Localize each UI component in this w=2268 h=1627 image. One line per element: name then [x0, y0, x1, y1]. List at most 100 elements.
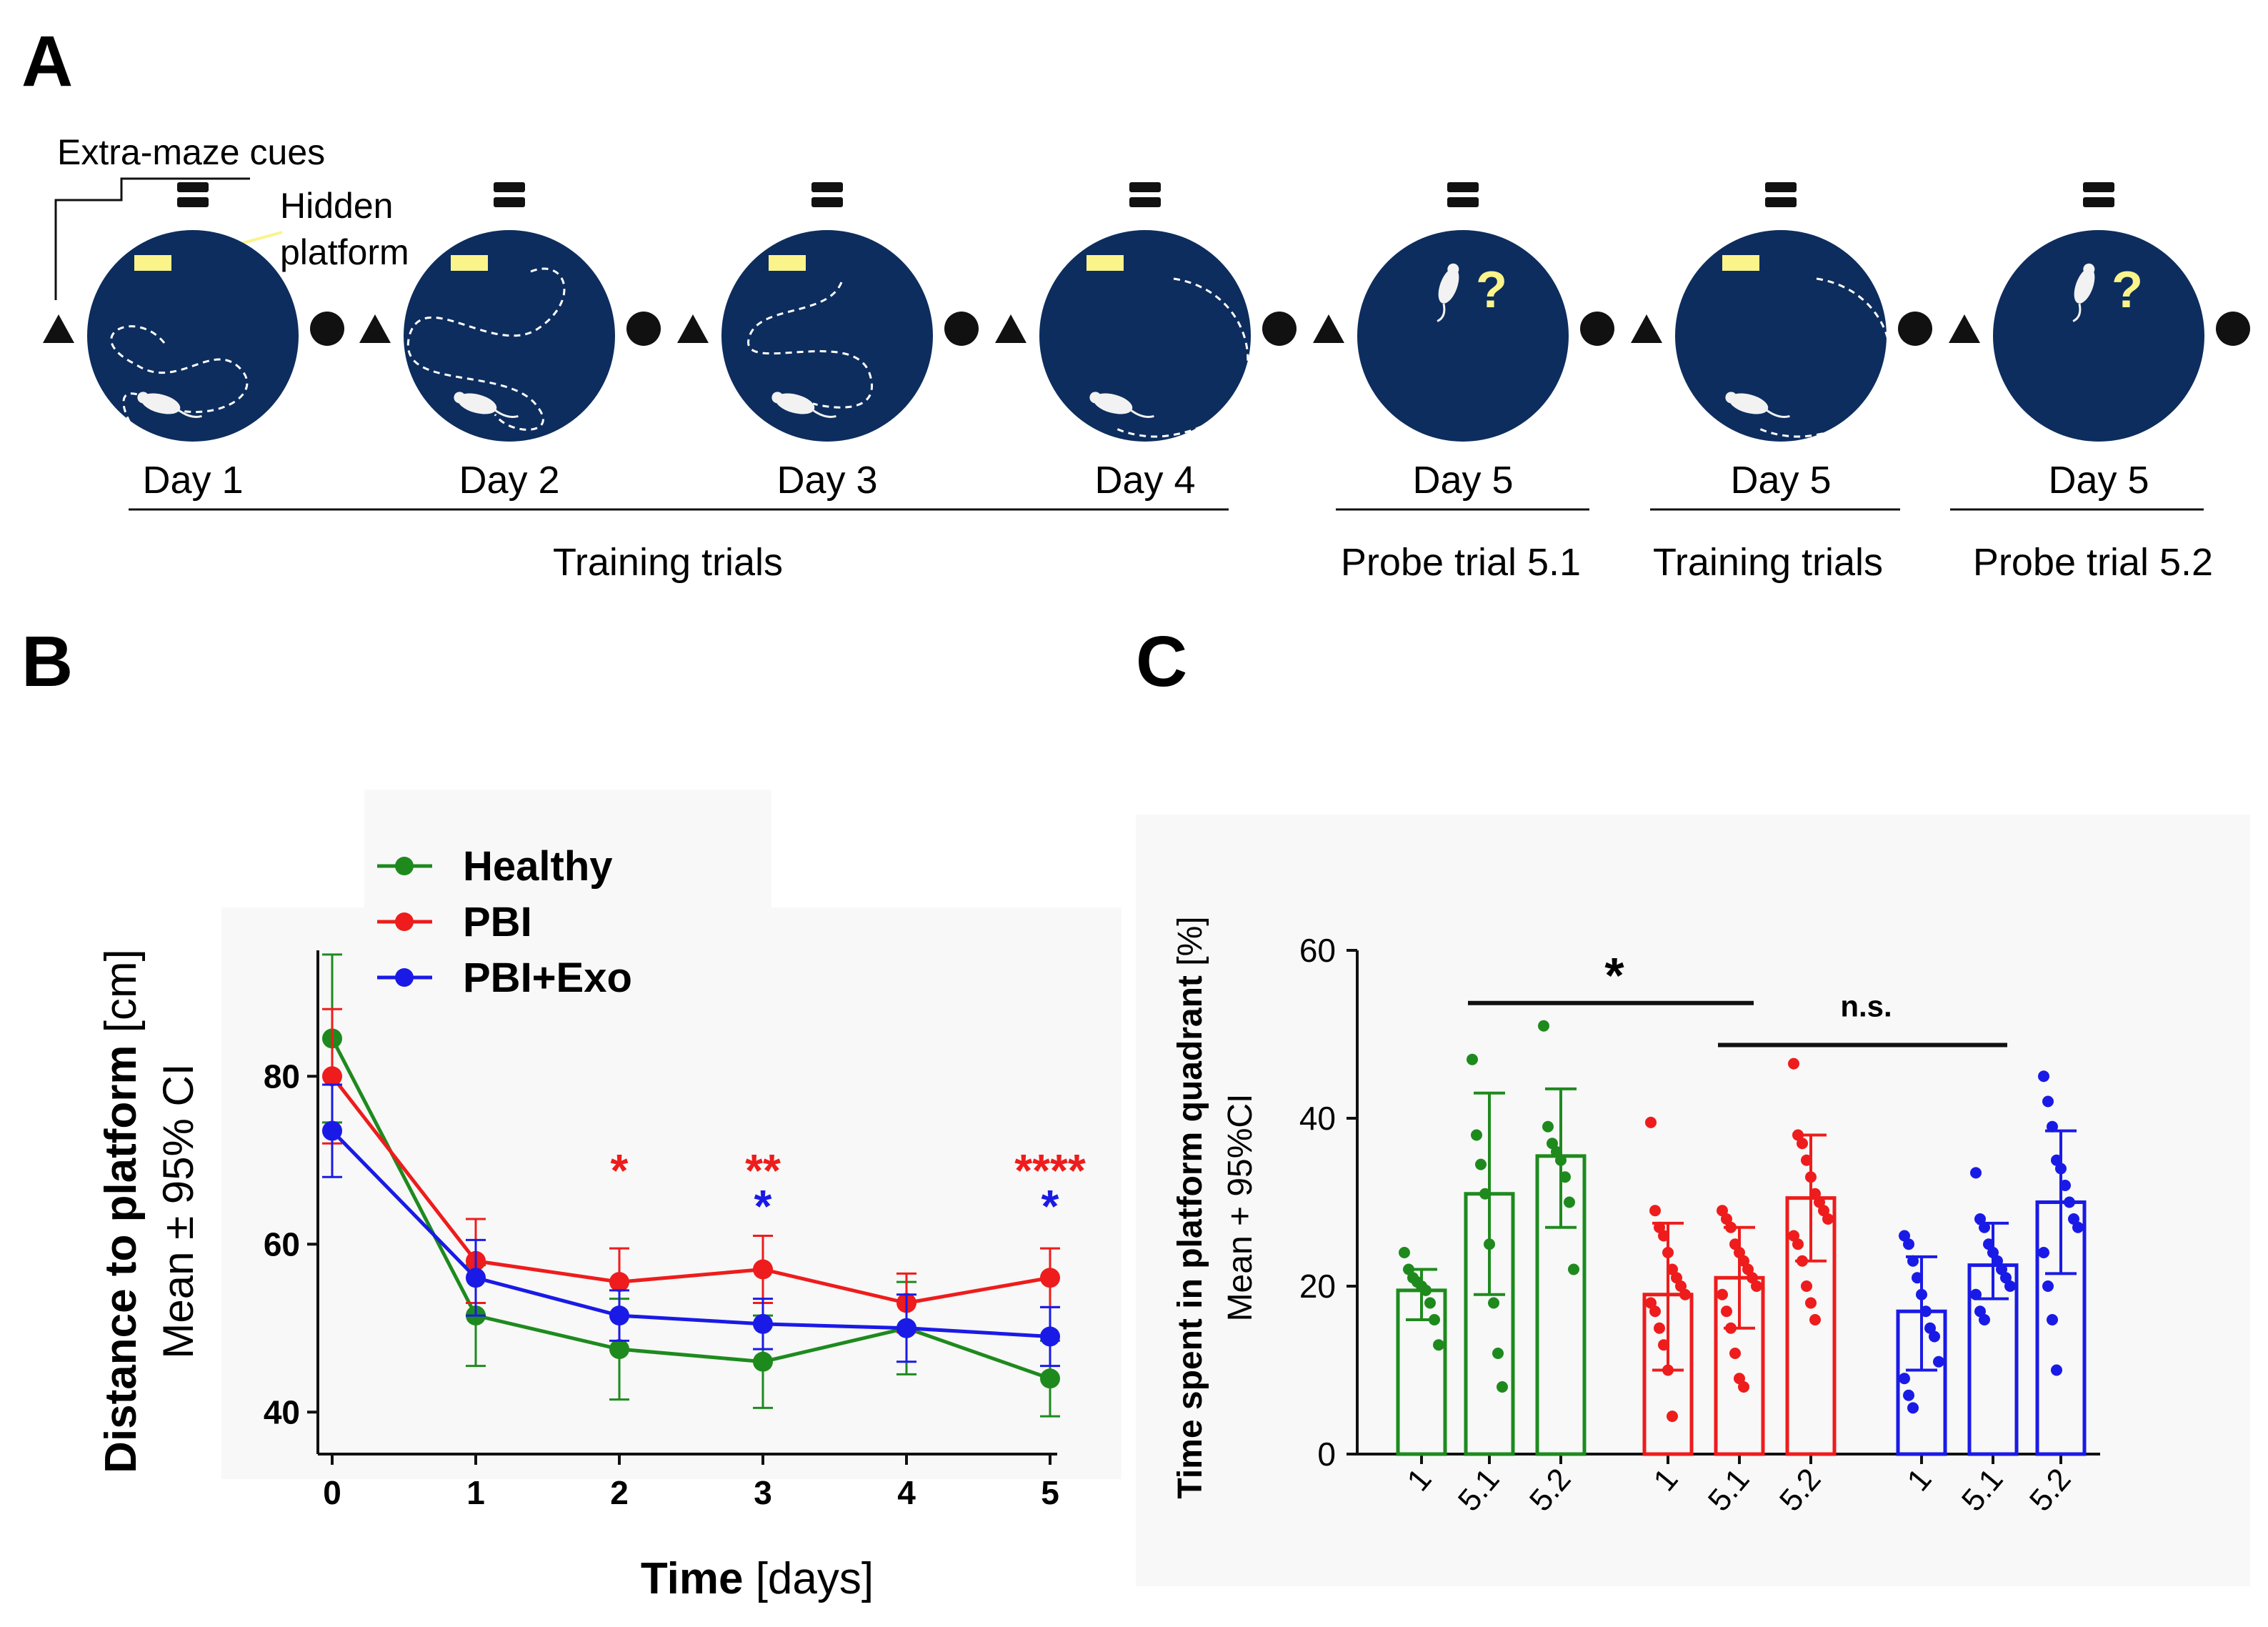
c-data-point	[1559, 1171, 1571, 1183]
c-data-point	[1667, 1263, 1678, 1275]
c-data-point	[1645, 1297, 1657, 1309]
pool-day-1: Day 1	[43, 182, 344, 502]
cue-bar-icon	[1765, 182, 1797, 192]
cue-bar-icon	[494, 197, 525, 207]
c-y-tick-label: 20	[1299, 1268, 1336, 1305]
c-data-point	[2047, 1314, 2058, 1325]
b-x-axis-title: Time [days]	[641, 1554, 874, 1603]
triangle-cue-icon	[995, 314, 1026, 343]
b-y-axis-subtitle: Mean ± 95% CI	[154, 1063, 202, 1358]
b-x-tick-label: 3	[754, 1474, 772, 1511]
circle-cue-icon	[1580, 312, 1614, 346]
c-y-tick-label: 0	[1317, 1436, 1336, 1473]
c-data-point	[1721, 1305, 1732, 1318]
cue-bar-icon	[2083, 197, 2114, 207]
c-data-point	[1797, 1138, 1808, 1150]
c-data-point	[1970, 1288, 1982, 1300]
b-significance-star: *	[1041, 1180, 1059, 1232]
b-x-tick-label: 2	[610, 1474, 629, 1511]
b-data-point	[753, 1313, 773, 1334]
c-data-point	[2051, 1364, 2062, 1376]
c-data-point	[1403, 1263, 1414, 1275]
c-data-point	[1671, 1272, 1682, 1284]
c-data-point	[1667, 1410, 1678, 1423]
question-mark: ?	[2112, 262, 2143, 319]
c-data-point	[1717, 1288, 1728, 1300]
c-data-point	[1649, 1205, 1661, 1217]
c-data-point	[1792, 1238, 1804, 1250]
mouse-icon	[771, 392, 836, 418]
c-data-point	[1424, 1297, 1436, 1309]
b-x-axis-label: Time	[641, 1554, 744, 1603]
c-data-point	[1399, 1247, 1410, 1258]
legend-marker	[395, 857, 414, 875]
c-bar-group	[1896, 1230, 1947, 1456]
c-data-point	[1471, 1129, 1482, 1141]
pool-day-7: ? Day 5	[1949, 182, 2250, 502]
b-data-point	[466, 1268, 486, 1288]
b-y-axis-label: Distance to platform	[96, 1045, 146, 1473]
c-y-axis-title: Time spent in platform quadrant [%]	[1172, 916, 1209, 1498]
c-data-point	[2055, 1163, 2067, 1175]
cue-bar-icon	[494, 182, 525, 192]
c-data-point	[1658, 1339, 1669, 1351]
c-significance-label: *	[1604, 947, 1624, 1003]
c-data-point	[1996, 1263, 2007, 1275]
hidden-platform-icon	[1722, 255, 1759, 271]
c-data-point	[1675, 1280, 1687, 1292]
b-x-tick-label: 0	[323, 1474, 341, 1511]
pool-icon	[1039, 230, 1251, 442]
hidden-platform-icon	[769, 255, 806, 271]
triangle-cue-icon	[1631, 314, 1662, 343]
c-data-point	[1662, 1247, 1674, 1258]
panel-label-c: C	[1136, 622, 1187, 702]
c-data-point	[1933, 1355, 1944, 1368]
b-series-line	[330, 1038, 1051, 1380]
c-data-point	[1983, 1238, 1994, 1250]
mouse-icon	[137, 392, 202, 418]
c-data-point	[1538, 1020, 1549, 1032]
c-data-point	[1805, 1171, 1817, 1183]
b-y-tick-label: 40	[264, 1393, 300, 1431]
hidden-platform-icon	[134, 255, 171, 271]
c-data-point	[1903, 1238, 1914, 1250]
c-data-point	[1729, 1348, 1741, 1359]
c-data-point	[1974, 1305, 1986, 1318]
c-data-point	[2072, 1221, 2084, 1233]
c-y-tick-label: 40	[1299, 1100, 1336, 1137]
c-data-point	[1467, 1053, 1478, 1065]
c-data-point	[1729, 1238, 1741, 1250]
day-label: Day 2	[459, 459, 559, 502]
c-data-point	[1488, 1297, 1499, 1309]
legend-label: PBI+Exo	[463, 955, 632, 1001]
c-data-point	[2068, 1213, 2079, 1225]
c-data-point	[2000, 1272, 2012, 1284]
c-data-point	[1814, 1196, 1825, 1208]
day-label: Day 3	[776, 459, 877, 502]
cue-bar-icon	[177, 182, 209, 192]
b-series-pbi	[322, 1007, 1060, 1334]
circle-cue-icon	[1898, 312, 1932, 346]
pool-icon	[87, 230, 299, 442]
circle-cue-icon	[626, 312, 661, 346]
c-data-point	[1658, 1230, 1669, 1242]
c-data-point	[1679, 1288, 1691, 1300]
c-data-point	[2004, 1280, 2016, 1292]
c-bar-group	[1642, 1116, 1694, 1456]
c-data-point	[1542, 1120, 1554, 1133]
day-label: Day 5	[1730, 459, 1831, 502]
cue-bar-icon	[811, 182, 843, 192]
b-significance-star: **	[745, 1145, 781, 1196]
c-data-point	[1551, 1146, 1562, 1158]
b-data-point	[609, 1272, 629, 1293]
pool-icon	[404, 230, 615, 442]
c-data-point	[1912, 1272, 1923, 1284]
c-data-point	[1547, 1138, 1558, 1150]
b-x-tick-label: 1	[466, 1474, 485, 1511]
hidden-platform-icon	[1086, 255, 1124, 271]
cue-bar-icon	[1447, 182, 1479, 192]
c-data-point	[1801, 1280, 1812, 1292]
c-data-point	[1742, 1263, 1754, 1275]
b-data-point	[896, 1318, 916, 1338]
